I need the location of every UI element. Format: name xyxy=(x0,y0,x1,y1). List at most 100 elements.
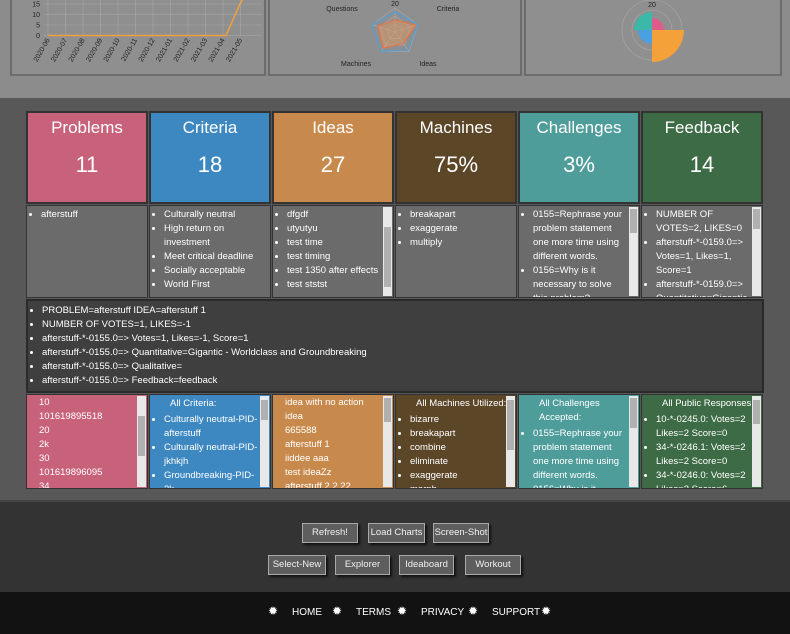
list: 10-*-0245.0: Votes=2 Likes=2 Score=034-*… xyxy=(642,413,762,488)
button[interactable]: Workout xyxy=(465,555,521,575)
list-item: 10-*-0245.0: Votes=2 Likes=2 Score=0 xyxy=(656,413,762,441)
separator-icon: ✹ xyxy=(397,604,408,618)
scrollbar xyxy=(260,396,269,487)
x-tick-label: 2021-05 xyxy=(225,37,244,63)
tile-title: Problems xyxy=(51,118,123,137)
line-series xyxy=(48,0,244,37)
list-item: test time xyxy=(287,236,393,250)
list: PROBLEM=afterstuff IDEA=afterstuff 1NUMB… xyxy=(28,304,762,388)
stat-tile: Feedback 14 xyxy=(641,111,763,204)
list-item: test ststst xyxy=(287,278,393,292)
scroll-thumb xyxy=(630,398,637,428)
radar-chart-panel: 20 Questions Criteria Machines Ideas xyxy=(268,0,522,76)
list-item: World First xyxy=(164,278,270,292)
list-item: Socially acceptable xyxy=(164,264,270,278)
radar-tick: 20 xyxy=(391,1,399,8)
footer-link[interactable]: TERMS xyxy=(356,607,391,618)
list-item: breakapart xyxy=(410,427,516,441)
list-item: NUMBER OF VOTES=2, LIKES=0 xyxy=(656,208,762,236)
footer-link[interactable]: HOME xyxy=(292,607,322,618)
detail-box: idea with no action idea 665588 afterstuff … xyxy=(272,394,394,489)
separator-icon: ✹ xyxy=(541,604,552,618)
list-item: 0155=Rephrase your problem statement one… xyxy=(533,208,639,264)
list-item: 20 xyxy=(39,425,50,436)
detail-heading: All Challenges Accepted: xyxy=(539,398,600,423)
list: 0155=Rephrase your problem statement one… xyxy=(519,208,639,297)
charts-strip: 15 10 5 0 2020-06 2020-07 2020-08 2020-09 2020-1… xyxy=(0,0,790,98)
list-item: 665588 xyxy=(285,425,317,436)
detail-box: All Public Responses: 10-*-0245.0: Votes=… xyxy=(641,394,763,489)
x-tick-label: 2021-01 xyxy=(155,37,174,63)
list-item: 30 xyxy=(39,453,50,464)
list-item: combine xyxy=(410,441,516,455)
list-item: exaggerate xyxy=(410,469,516,483)
list-item: breakapart xyxy=(410,208,516,222)
scroll-thumb xyxy=(753,209,760,229)
tile-value: 14 xyxy=(689,152,715,177)
list-item: utyutyu xyxy=(287,222,393,236)
polar-tick: 20 xyxy=(648,2,656,9)
separator-icon: ✹ xyxy=(468,604,479,618)
radar-spoke xyxy=(394,31,410,52)
radar-chart: 20 Questions Criteria Machines Ideas xyxy=(326,1,459,68)
detail-box: All Challenges Accepted: 0155=Rephrase yo… xyxy=(518,394,640,489)
scrollbar xyxy=(506,396,515,487)
separator-icon: ✹ xyxy=(268,604,279,618)
tile-title: Criteria xyxy=(182,118,238,137)
polar-wedge xyxy=(638,30,652,44)
scroll-thumb xyxy=(507,400,514,450)
detail-heading: All Public Responses: xyxy=(662,398,754,409)
radar-area xyxy=(377,19,417,49)
list-item: 34-*-0246.0: Votes=2 Likes=2 Score=6 xyxy=(656,469,762,488)
scroll-thumb xyxy=(384,398,391,422)
list: Culturally neutral-PID-afterstuffCultura… xyxy=(150,413,270,488)
radar-label: Questions xyxy=(326,6,358,13)
polar-wedge xyxy=(634,12,652,30)
list-item: Culturally neutral-PID-afterstuff xyxy=(164,413,270,441)
scrollbar xyxy=(629,396,638,487)
list-item: Culturally neutral-PID-jkhkjh xyxy=(164,441,270,469)
scrollbar xyxy=(137,396,146,487)
footer-link[interactable]: SUPPORT xyxy=(492,607,541,618)
list-item: 34-*-0246.1: Votes=2 Likes=2 Score=0 xyxy=(656,441,762,469)
list-item: afterstuff xyxy=(41,208,147,222)
list-item: idea xyxy=(285,411,303,422)
x-tick-label: 2020-11 xyxy=(121,37,140,62)
button[interactable]: Select-New xyxy=(268,555,326,575)
x-tick-label: 2021-03 xyxy=(190,37,209,63)
list-item: 101619895518 xyxy=(39,411,103,422)
list: Culturally neutralHigh return on investm… xyxy=(150,208,270,292)
button[interactable]: Refresh! xyxy=(302,523,358,543)
tile-title: Challenges xyxy=(536,118,622,137)
x-tick-label: 2020-10 xyxy=(103,37,122,63)
list-item: 0156=Why is it necessary to solve this xyxy=(533,483,639,488)
button[interactable]: Ideaboard xyxy=(399,555,454,575)
radar-spoke xyxy=(394,24,418,33)
list-item: Groundbreaking-PID-2k xyxy=(164,469,270,488)
button[interactable]: Explorer xyxy=(335,555,390,575)
tile-value: 27 xyxy=(320,152,346,177)
x-tick-label: 2020-06 xyxy=(33,37,52,63)
line-chart-panel: 15 10 5 0 2020-06 2020-07 2020-08 2020-09 2020-1… xyxy=(10,0,266,76)
list-box: 0155=Rephrase your problem statement one… xyxy=(518,205,640,298)
list-item: 101619896095 xyxy=(39,467,103,478)
list-item: 2k xyxy=(39,439,50,450)
list-item: morph xyxy=(410,483,516,488)
detail-heading: All Machines Utilized: xyxy=(416,398,507,409)
list-item: dfgdf xyxy=(287,208,393,222)
list-item: Culturally neutral xyxy=(164,208,270,222)
list-item: 10 xyxy=(39,397,50,408)
list: dfgdfutyutyutest timetest timingtest 135… xyxy=(273,208,393,292)
y-tick-label: 0 xyxy=(36,33,40,40)
footer-link[interactable]: PRIVACY xyxy=(421,607,465,618)
list-item: Meet critical deadline xyxy=(164,250,270,264)
y-tick-label: 15 xyxy=(32,2,40,9)
button[interactable]: Screen-Shot xyxy=(433,523,489,543)
button[interactable]: Load Charts xyxy=(368,523,425,543)
list-box: dfgdfutyutyutest timetest timingtest 135… xyxy=(272,205,394,298)
list-item: multiply xyxy=(410,236,516,250)
list-item: 0155=Rephrase your problem statement one… xyxy=(533,427,639,483)
radar-spoke xyxy=(372,24,396,33)
